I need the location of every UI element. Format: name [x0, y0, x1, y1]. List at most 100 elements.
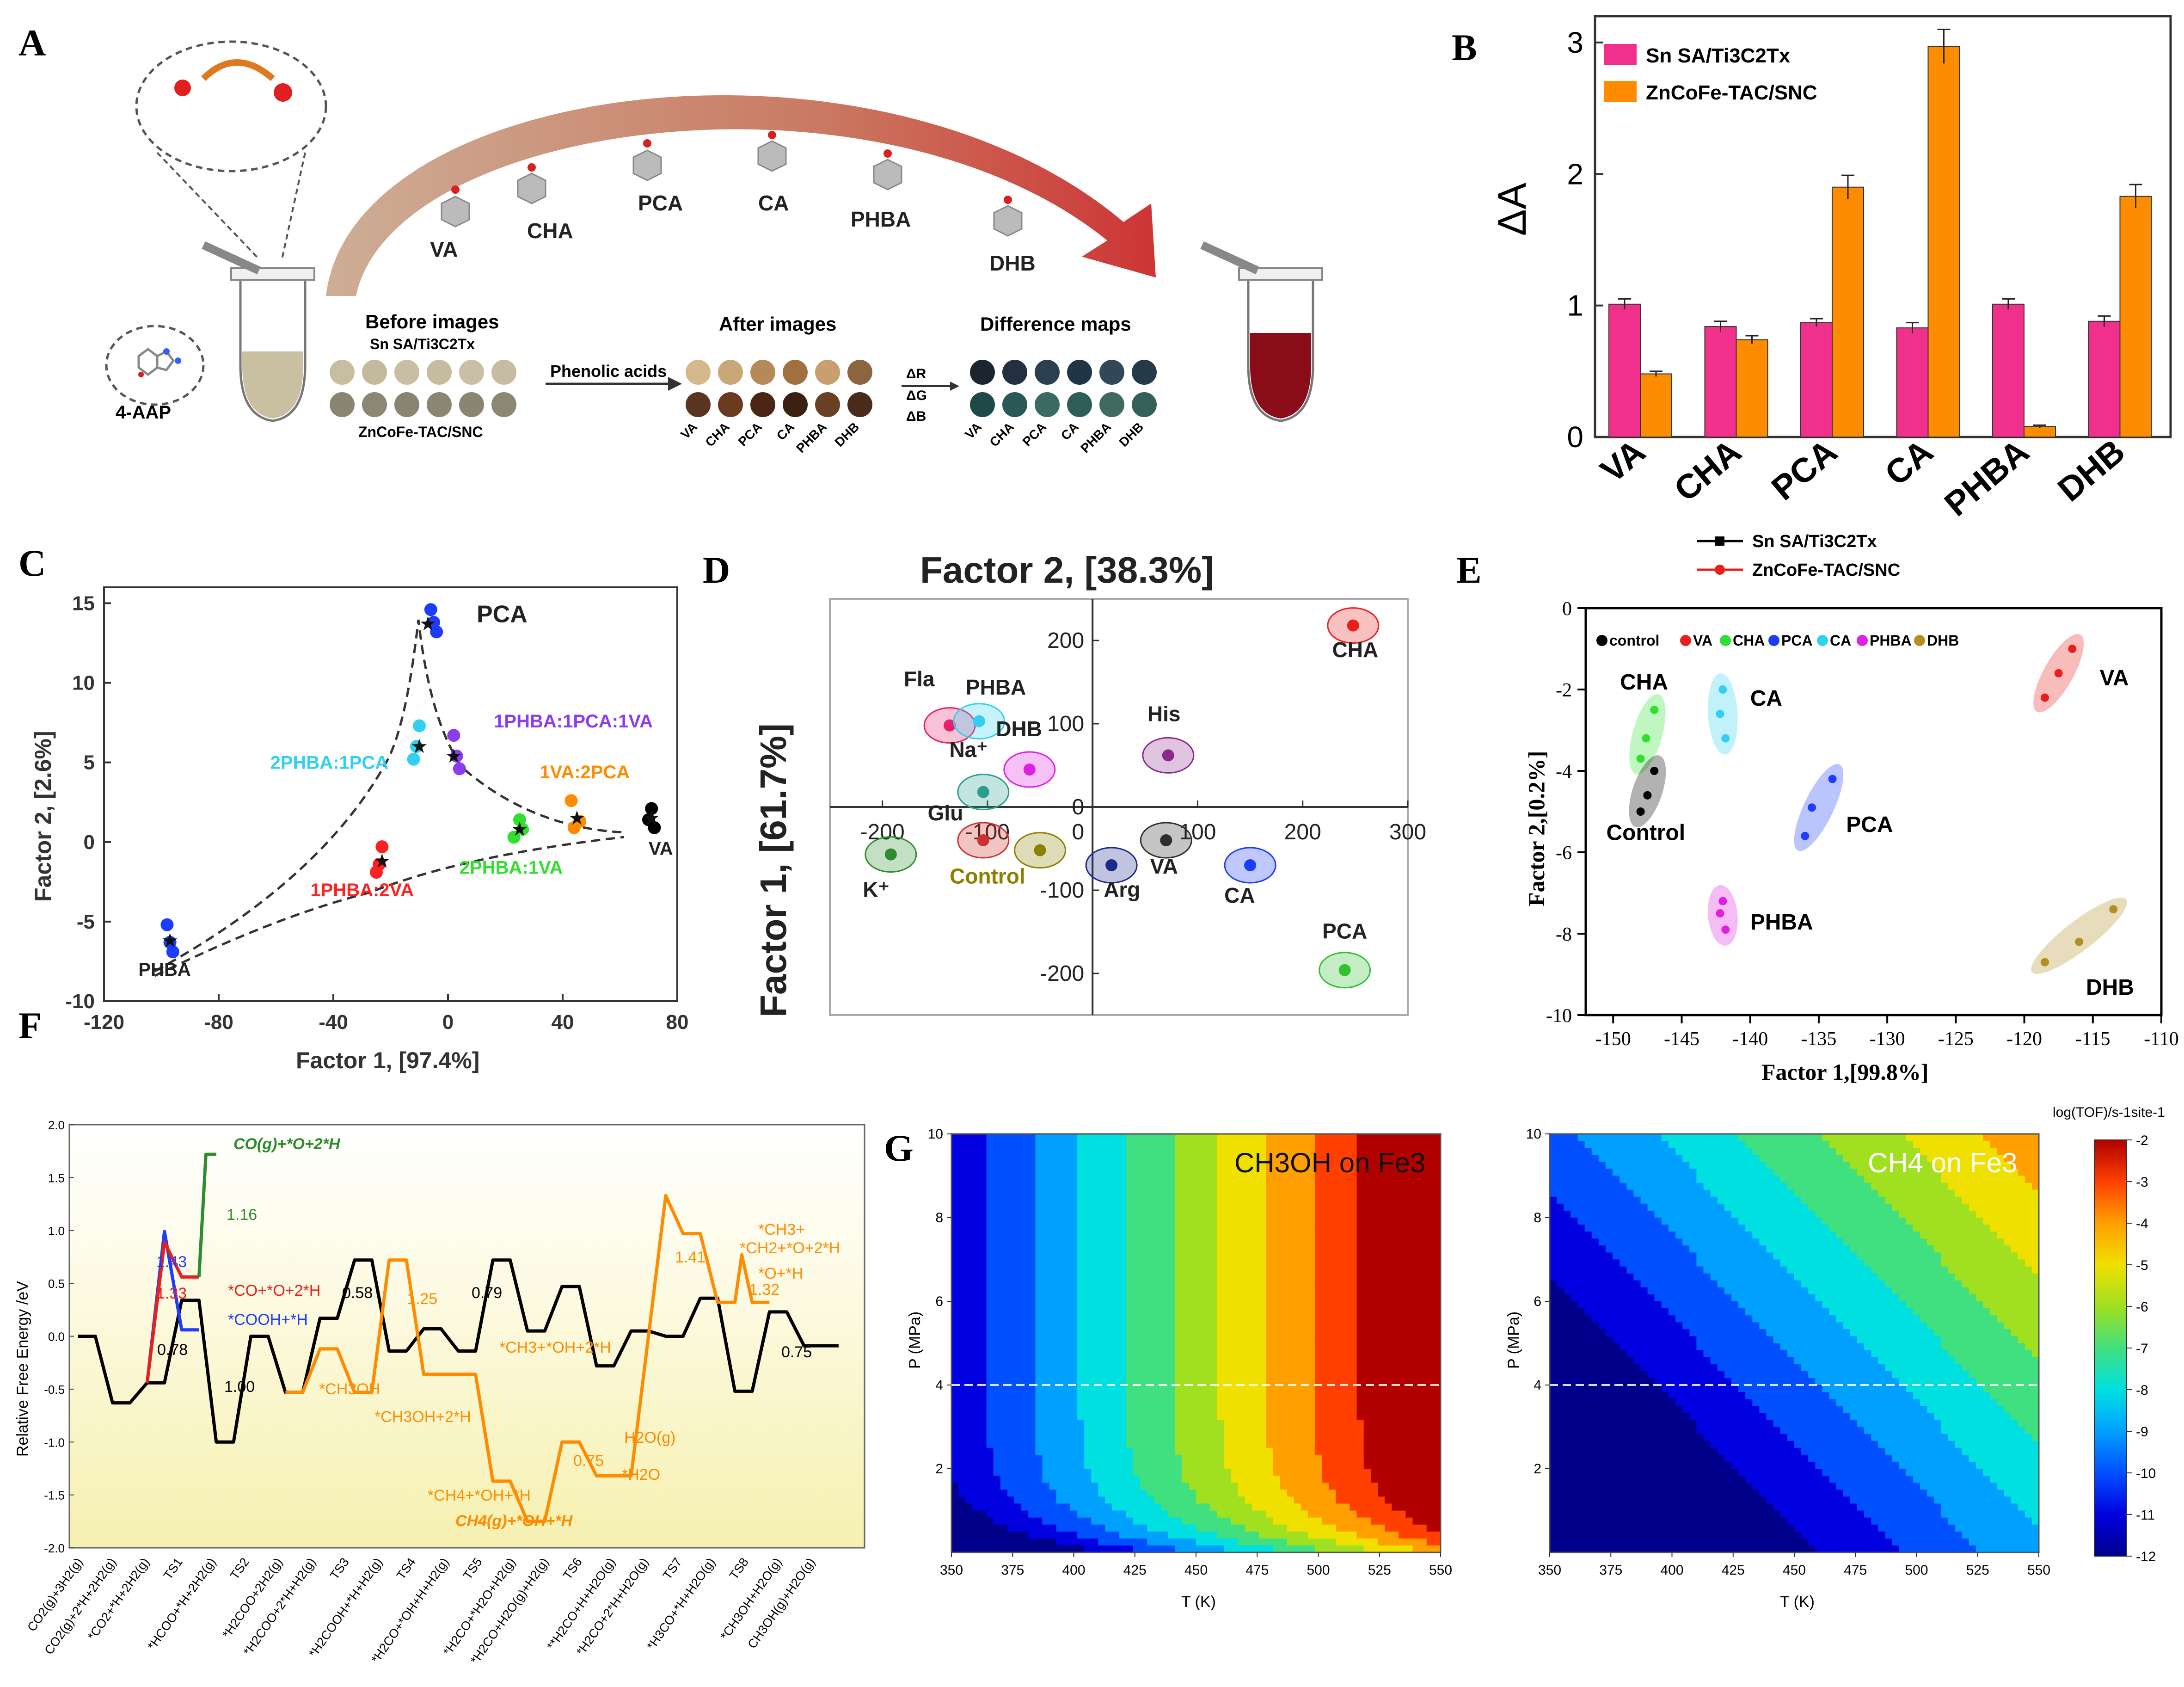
heatmap-cell	[1245, 1434, 1252, 1441]
x-tick-label: 400	[1062, 1563, 1085, 1578]
heatmap-cell	[1564, 1266, 1571, 1274]
heatmap-cell	[1287, 1189, 1294, 1197]
heatmap-cell	[1133, 1336, 1141, 1344]
heatmap-cell	[1084, 1538, 1092, 1546]
heatmap-cell	[1307, 1196, 1315, 1204]
heatmap-cell	[1063, 1406, 1071, 1414]
heatmap-cell	[1161, 1531, 1169, 1539]
heatmap-cell	[1217, 1350, 1225, 1358]
heatmap-cell	[1259, 1210, 1267, 1218]
heatmap-cell	[1259, 1148, 1267, 1156]
heatmap-cell	[1133, 1434, 1141, 1441]
heatmap-cell	[993, 1141, 1001, 1149]
heatmap-cell	[1314, 1490, 1322, 1497]
heatmap-cell	[965, 1252, 973, 1260]
heatmap-cell	[1000, 1280, 1008, 1288]
heatmap-cell	[1245, 1420, 1252, 1428]
heatmap-cell	[1363, 1531, 1371, 1539]
heatmap-cell	[965, 1454, 973, 1462]
heatmap-cell	[1224, 1218, 1232, 1225]
heatmap-cell	[1336, 1245, 1344, 1253]
heatmap-cell	[1363, 1169, 1371, 1176]
heatmap-cell	[1161, 1434, 1169, 1441]
heatmap-cell	[1294, 1203, 1301, 1211]
heatmap-cell	[1119, 1182, 1127, 1190]
heatmap-cell	[1314, 1434, 1322, 1441]
heatmap-cell	[1392, 1476, 1399, 1484]
heatmap-cell	[1021, 1461, 1029, 1469]
heatmap-cell	[1405, 1441, 1413, 1448]
heatmap-cell	[1105, 1441, 1113, 1448]
heatmap-cell	[1042, 1378, 1050, 1385]
heatmap-cell	[1350, 1350, 1357, 1358]
heatmap-cell	[1077, 1461, 1085, 1469]
heatmap-cell	[1294, 1134, 1301, 1142]
heatmap-cell	[1301, 1301, 1308, 1309]
heatmap-cell	[1161, 1315, 1169, 1323]
difference-dot	[1002, 392, 1027, 417]
heatmap-cell	[1126, 1476, 1134, 1484]
heatmap-cell	[1126, 1378, 1134, 1385]
heatmap-cell	[1287, 1266, 1294, 1274]
heatmap-cell	[1385, 1392, 1393, 1400]
heatmap-cell	[1301, 1231, 1308, 1239]
heatmap-cell	[1287, 1469, 1294, 1477]
heatmap-cell	[1307, 1280, 1315, 1288]
heatmap-cell	[1035, 1399, 1043, 1407]
heatmap-cell	[1356, 1287, 1364, 1295]
heatmap-cell	[1301, 1510, 1308, 1518]
heatmap-cell	[1084, 1399, 1092, 1407]
heatmap-cell	[1168, 1245, 1176, 1253]
heatmap-cell	[1119, 1287, 1127, 1295]
heatmap-cell	[1294, 1315, 1301, 1323]
heatmap-cell	[1119, 1461, 1127, 1469]
heatmap-cell	[1112, 1524, 1120, 1532]
heatmap-cell	[1322, 1399, 1330, 1407]
heatmap-cell	[1147, 1238, 1155, 1246]
heatmap-cell	[1035, 1225, 1043, 1232]
heatmap-cell	[1070, 1371, 1078, 1379]
heatmap-cell	[1175, 1531, 1183, 1539]
heatmap-cell	[1392, 1434, 1399, 1441]
heatmap-cell	[1070, 1141, 1078, 1149]
heatmap-cell	[1307, 1441, 1315, 1448]
heatmap-cell	[1231, 1218, 1239, 1225]
heatmap-cell	[1329, 1531, 1337, 1539]
heatmap-cell	[1433, 1176, 1441, 1183]
heatmap-cell	[1035, 1245, 1043, 1253]
heatmap-cell	[1161, 1476, 1169, 1484]
heatmap-cell	[1356, 1538, 1364, 1546]
heatmap-cell	[958, 1503, 966, 1511]
heatmap-cell	[1385, 1427, 1393, 1435]
heatmap-cell	[1336, 1517, 1344, 1525]
heatmap-cell	[1577, 1461, 1585, 1469]
heatmap-cell	[1350, 1517, 1357, 1525]
heatmap-cell	[1049, 1447, 1057, 1455]
heatmap-cell	[1238, 1196, 1245, 1204]
heatmap-cell	[1168, 1427, 1176, 1435]
heatmap-cell	[1231, 1531, 1239, 1539]
heatmap-cell	[1550, 1322, 1558, 1330]
heatmap-cell	[1105, 1413, 1113, 1421]
heatmap-cell	[1084, 1461, 1092, 1469]
heatmap-cell	[1385, 1336, 1393, 1344]
heatmap-cell	[1363, 1385, 1371, 1393]
heatmap-cell	[1091, 1357, 1099, 1365]
heatmap-cell	[1224, 1447, 1232, 1455]
heatmap-cell	[1259, 1322, 1267, 1330]
heatmap-cell	[1329, 1343, 1337, 1351]
heatmap-cell	[1557, 1169, 1564, 1176]
heatmap-cell	[1307, 1203, 1315, 1211]
heatmap-cell	[1307, 1517, 1315, 1525]
heatmap-cell	[1419, 1182, 1427, 1190]
heatmap-cell	[1126, 1301, 1134, 1309]
heatmap-cell	[1385, 1203, 1393, 1211]
heatmap-cell	[1301, 1490, 1308, 1497]
heatmap-cell	[1307, 1406, 1315, 1414]
heatmap-cell	[1301, 1434, 1308, 1441]
heatmap-cell	[1350, 1273, 1357, 1281]
heatmap-cell	[958, 1176, 966, 1183]
x-tick-label: -120	[84, 1011, 124, 1034]
panel-label-a: A	[18, 22, 46, 64]
heatmap-cell	[1571, 1176, 1578, 1183]
